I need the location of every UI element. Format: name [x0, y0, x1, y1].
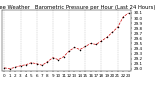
Point [89, 43, 92, 44]
Point [116, 26, 119, 28]
Point [8, 68, 11, 70]
Point [122, 16, 124, 18]
Point [106, 37, 108, 38]
Point [30, 62, 33, 63]
Point [95, 44, 97, 45]
Point [41, 65, 43, 66]
Point [25, 64, 27, 65]
Point [100, 40, 103, 42]
Point [35, 63, 38, 64]
Point [84, 46, 87, 47]
Point [111, 32, 114, 33]
Point [52, 57, 54, 58]
Point [46, 61, 49, 62]
Point [3, 67, 6, 68]
Point [127, 12, 130, 14]
Point [62, 56, 65, 57]
Title: Milwaukee Weather   Barometric Pressure per Hour (Last 24 Hours): Milwaukee Weather Barometric Pressure pe… [0, 5, 155, 10]
Point [57, 59, 60, 60]
Point [73, 47, 76, 48]
Point [19, 65, 22, 66]
Point [79, 49, 81, 50]
Point [68, 50, 70, 52]
Point [14, 67, 16, 68]
